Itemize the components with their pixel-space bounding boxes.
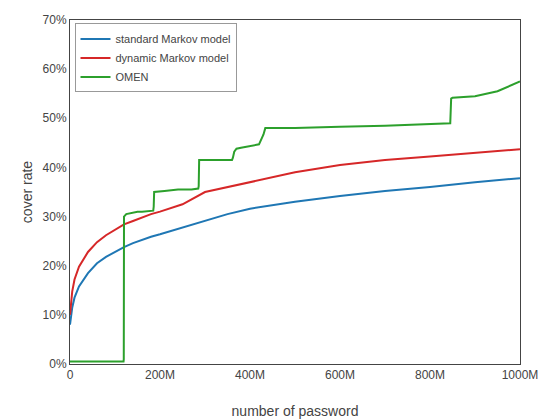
svg-text:60%: 60% — [43, 62, 67, 76]
svg-text:standard Markov model: standard Markov model — [116, 33, 231, 45]
svg-text:number of password: number of password — [232, 403, 359, 419]
svg-text:400M: 400M — [235, 368, 265, 382]
svg-text:200M: 200M — [145, 368, 175, 382]
svg-text:30%: 30% — [43, 210, 67, 224]
svg-text:20%: 20% — [43, 259, 67, 273]
svg-text:1000M: 1000M — [502, 368, 539, 382]
svg-text:dynamic Markov model: dynamic Markov model — [116, 52, 229, 64]
svg-text:800M: 800M — [415, 368, 445, 382]
svg-text:70%: 70% — [43, 13, 67, 27]
svg-text:600M: 600M — [325, 368, 355, 382]
svg-text:0: 0 — [67, 368, 74, 382]
svg-text:cover rate: cover rate — [19, 161, 35, 223]
svg-text:0%: 0% — [49, 357, 67, 371]
svg-text:50%: 50% — [43, 111, 67, 125]
svg-text:OMEN: OMEN — [116, 71, 149, 83]
svg-text:10%: 10% — [43, 308, 67, 322]
svg-text:40%: 40% — [43, 161, 67, 175]
